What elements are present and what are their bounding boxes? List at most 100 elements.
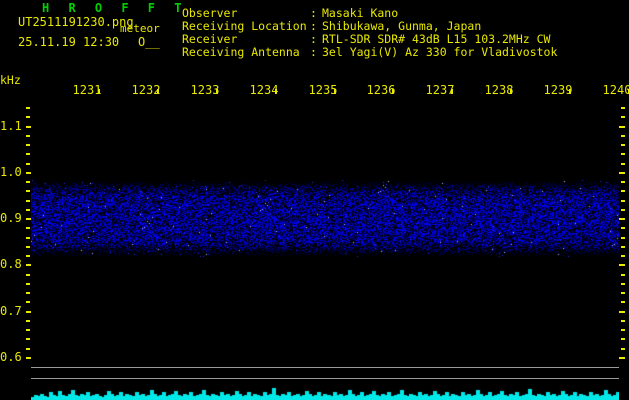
y-axis-minor-tick-right [621, 274, 625, 276]
info-key: Receiving Antenna [182, 45, 300, 59]
x-axis-tick [510, 89, 512, 94]
capture-time: 25.11.19 12:30 [18, 35, 120, 49]
x-axis-tick [216, 89, 218, 94]
signal-level-canvas [31, 382, 619, 400]
x-axis-label: 1240 [602, 83, 629, 97]
app-title: H R O F F T [42, 1, 188, 15]
y-axis-minor-tick [26, 255, 30, 257]
info-separator: : [310, 45, 317, 59]
y-axis-minor-tick-right [621, 301, 625, 303]
signal-level-strip [31, 382, 619, 400]
y-axis-minor-tick [26, 135, 30, 137]
y-axis-minor-tick [26, 292, 30, 294]
x-axis-label: 1234 [249, 83, 279, 97]
info-separator: : [310, 19, 317, 33]
y-axis-tick [26, 218, 32, 220]
y-axis-tick-right [619, 126, 625, 128]
y-axis-minor-tick-right [621, 283, 625, 285]
y-axis-tick [26, 172, 32, 174]
info-key: Observer [182, 6, 238, 20]
info-row: Receiver: RTL-SDR SDR# 43dB L15 103.2MHz … [182, 33, 557, 46]
y-axis-minor-tick-right [621, 163, 625, 165]
y-axis-minor-tick [26, 190, 30, 192]
y-axis-minor-tick-right [621, 190, 625, 192]
y-axis-tick-right [619, 172, 625, 174]
x-axis-label: 1237 [425, 83, 455, 97]
x-axis-label: 1236 [366, 83, 396, 97]
info-value: RTL-SDR SDR# 43dB L15 103.2MHz CW [322, 32, 551, 46]
y-axis-minor-tick-right [621, 181, 625, 183]
y-axis-label: 0.8 [0, 257, 22, 271]
info-value: 3el Yagi(V) Az 330 for Vladivostok [322, 45, 558, 59]
y-axis-tick [26, 357, 32, 359]
x-axis-tick [392, 89, 394, 94]
x-axis-tick [275, 89, 277, 94]
y-axis-minor-tick [26, 348, 30, 350]
y-axis-minor-tick [26, 237, 30, 239]
y-axis-label: 1.0 [0, 165, 22, 179]
station-marker: O__ [138, 35, 160, 49]
y-axis-minor-tick-right [621, 255, 625, 257]
y-axis-minor-tick [26, 107, 30, 109]
mode-label: meteor [120, 22, 160, 35]
y-axis-minor-tick [26, 320, 30, 322]
y-axis-tick-right [619, 311, 625, 313]
x-axis-label: 1238 [484, 83, 514, 97]
y-axis-minor-tick-right [621, 292, 625, 294]
bottom-rule [31, 367, 619, 368]
y-axis-tick-right [619, 264, 625, 266]
y-axis-minor-tick [26, 153, 30, 155]
y-axis-minor-tick-right [621, 200, 625, 202]
y-axis-minor-tick-right [621, 153, 625, 155]
y-axis-minor-tick-right [621, 209, 625, 211]
y-axis-tick [26, 126, 32, 128]
y-axis-minor-tick-right [621, 135, 625, 137]
y-axis-minor-tick [26, 144, 30, 146]
y-axis-minor-tick-right [621, 116, 625, 118]
y-axis-minor-tick-right [621, 329, 625, 331]
info-key: Receiver [182, 32, 238, 46]
y-axis-minor-tick-right [621, 227, 625, 229]
y-axis-label: 0.7 [0, 304, 22, 318]
y-axis-tick [26, 311, 32, 313]
y-axis-label: 1.1 [0, 119, 22, 133]
y-axis-tick [26, 264, 32, 266]
noise-canvas [31, 98, 619, 366]
y-axis-label: 0.6 [0, 350, 22, 364]
x-axis-label: 1231 [72, 83, 102, 97]
x-axis-tick [98, 89, 100, 94]
y-axis-minor-tick-right [621, 107, 625, 109]
y-axis-minor-tick-right [621, 246, 625, 248]
x-axis-tick [569, 89, 571, 94]
station-info-block: Observer: Masaki Kano Receiving Location: S… [182, 7, 557, 59]
file-name-label: UT2511191230.png [18, 15, 134, 29]
x-axis-tick [451, 89, 453, 94]
y-axis-minor-tick [26, 209, 30, 211]
y-axis-unit-label: kHz [0, 73, 21, 87]
info-separator: : [310, 32, 317, 46]
y-axis-minor-tick-right [621, 348, 625, 350]
y-axis-minor-tick [26, 227, 30, 229]
spectrogram-plot[interactable] [31, 98, 619, 366]
y-axis-minor-tick [26, 181, 30, 183]
y-axis-minor-tick-right [621, 144, 625, 146]
y-axis-minor-tick [26, 116, 30, 118]
info-separator: : [310, 6, 317, 20]
y-axis-tick-right [619, 218, 625, 220]
info-value: Shibukawa, Gunma, Japan [322, 19, 482, 33]
x-axis-tick [334, 89, 336, 94]
y-axis-tick-right [619, 357, 625, 359]
y-axis-minor-tick [26, 329, 30, 331]
x-axis-tick [157, 89, 159, 94]
y-axis-minor-tick [26, 338, 30, 340]
y-axis-minor-tick [26, 283, 30, 285]
x-axis-label: 1233 [190, 83, 220, 97]
info-row: Observer: Masaki Kano [182, 7, 557, 20]
y-axis-minor-tick [26, 246, 30, 248]
x-axis-label: 1232 [131, 83, 161, 97]
noise-band [31, 98, 619, 366]
x-axis-label: 1239 [543, 83, 573, 97]
y-axis-minor-tick [26, 274, 30, 276]
y-axis-minor-tick [26, 163, 30, 165]
y-axis-minor-tick-right [621, 320, 625, 322]
